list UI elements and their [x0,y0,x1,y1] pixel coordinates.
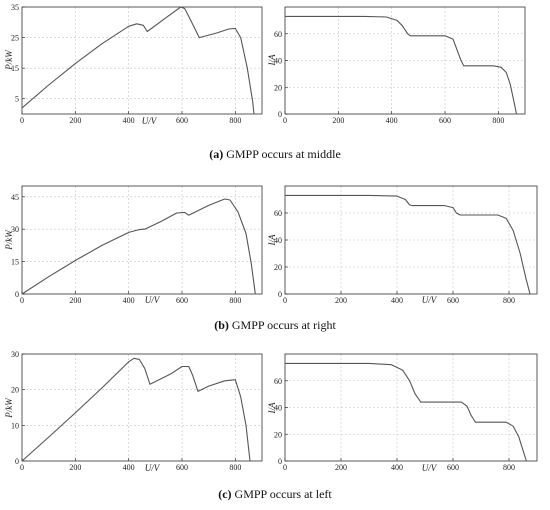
x-tick-label: 400 [123,116,135,125]
x-tick-label: 200 [335,463,347,472]
y-tick-label: 0 [15,290,19,299]
x-tick-label: 400 [123,296,135,305]
chart-b-current: 0 200 400 600 800 0 20 40 60 U/V I/A [267,185,538,305]
x-tick-label: 200 [335,296,347,305]
caption-b: (b) GMPP occurs at right [0,318,550,333]
y-tick-label: 15 [11,258,19,267]
caption-c: (c) GMPP occurs at left [0,487,550,502]
x-tick-label: 600 [447,463,459,472]
x-tick-label: 800 [229,116,241,125]
y-tick-label: 30 [11,350,19,359]
x-tick-label: 0 [283,296,287,305]
y-tick-label: 10 [11,421,19,430]
x-axis-label: U/V [145,463,161,473]
series-line [285,194,531,295]
plot-frame [21,185,263,295]
x-tick-label: 400 [391,463,403,472]
chart-c-current: 0 200 400 600 800 0 20 40 60 U/V I/A [267,353,538,473]
caption-a-label: (a) [209,147,224,161]
x-tick-label: 400 [123,463,135,472]
x-tick-label: 800 [229,463,241,472]
y-axis-label: P/kW [4,397,14,419]
y-tick-label: 0 [15,457,19,466]
x-tick-label: 200 [69,116,81,125]
y-tick-label: 35 [11,3,19,12]
x-tick-label: 600 [439,116,451,125]
chart-b-power: 0 200 400 600 800 0 15 30 45 U/V P/kW [4,185,263,305]
plot-frame [21,6,263,115]
y-tick-label: 60 [274,30,282,39]
x-tick-label: 200 [332,116,344,125]
y-tick-label: 20 [274,83,282,92]
x-axis-label: U/V [142,116,158,126]
y-tick-label: 5 [15,95,19,104]
x-tick-label: 800 [492,116,504,125]
x-tick-label: 0 [20,116,24,125]
x-tick-label: 600 [447,296,459,305]
x-tick-label: 200 [69,296,81,305]
caption-b-label: (b) [214,318,229,332]
x-tick-label: 600 [176,116,188,125]
y-tick-label: 45 [11,193,19,202]
x-tick-label: 0 [20,296,24,305]
y-tick-label: 60 [274,377,282,386]
y-tick-label: 0 [278,290,282,299]
x-tick-label: 0 [283,116,287,125]
x-tick-label: 600 [176,463,188,472]
caption-a-text: GMPP occurs at middle [223,147,341,161]
x-tick-label: 800 [503,463,515,472]
x-tick-label: 800 [229,296,241,305]
chart-a-current: 0 200 400 600 800 0 20 40 60 I/A [267,6,526,125]
series-line [285,15,518,115]
y-tick-label: 40 [274,404,282,413]
caption-a: (a) GMPP occurs at middle [0,147,550,162]
y-tick-label: 60 [274,209,282,218]
series-line [285,362,527,462]
y-tick-label: 0 [278,457,282,466]
x-tick-label: 600 [176,296,188,305]
caption-c-label: (c) [218,487,232,501]
series-line [21,6,255,115]
x-axis-label: U/V [422,295,438,305]
y-tick-label: 30 [11,225,19,234]
y-tick-label: 25 [11,34,19,43]
y-axis-label: I/A [267,54,277,66]
caption-b-text: GMPP occurs at right [228,318,336,332]
x-tick-label: 0 [283,463,287,472]
caption-c-text: GMPP occurs at left [231,487,332,501]
plot-frame [21,353,263,462]
y-tick-label: 0 [278,110,282,119]
y-tick-label: 40 [274,236,282,245]
chart-a-power: 0 200 400 600 800 5 15 25 35 U/V P/kW [4,3,263,126]
x-tick-label: 800 [503,296,515,305]
x-axis-label: U/V [145,295,161,305]
x-axis-label: U/V [422,463,438,473]
series-line [21,357,251,462]
x-tick-label: 0 [20,463,24,472]
y-tick-label: 20 [274,263,282,272]
y-tick-label: 15 [11,64,19,73]
y-axis-label: P/kW [4,229,14,251]
y-tick-label: 20 [274,430,282,439]
y-tick-label: 20 [11,386,19,395]
x-tick-label: 400 [386,116,398,125]
y-axis-label: I/A [267,402,277,414]
y-tick-label: 40 [274,57,282,66]
x-tick-label: 200 [69,463,81,472]
series-line [21,198,256,295]
chart-c-power: 0 200 400 600 800 0 10 20 30 U/V P/kW [4,350,263,473]
y-axis-label: P/kW [4,49,14,71]
x-tick-label: 400 [391,296,403,305]
y-axis-label: I/A [267,234,277,246]
